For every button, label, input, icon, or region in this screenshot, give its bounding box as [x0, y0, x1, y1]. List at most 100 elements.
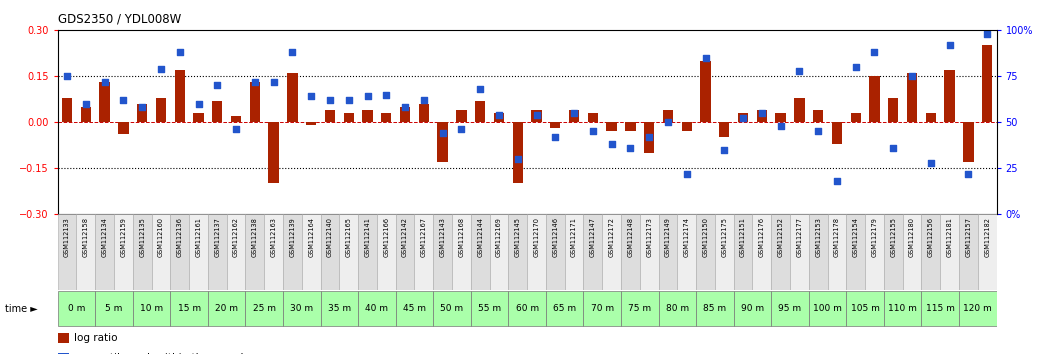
FancyBboxPatch shape — [358, 291, 395, 326]
Bar — [794, 98, 805, 122]
Text: log ratio: log ratio — [74, 333, 117, 343]
Text: GDS2350 / YDL008W: GDS2350 / YDL008W — [58, 12, 180, 25]
Text: 10 m: 10 m — [140, 304, 164, 313]
Text: GSM112173: GSM112173 — [646, 217, 652, 257]
Point — [359, 93, 376, 99]
Point — [303, 93, 320, 99]
Bar — [720, 122, 729, 137]
Point — [584, 129, 601, 134]
Point — [434, 130, 451, 136]
FancyBboxPatch shape — [245, 291, 283, 326]
FancyBboxPatch shape — [697, 291, 733, 326]
Text: 20 m: 20 m — [215, 304, 238, 313]
Point — [829, 178, 845, 184]
Text: GSM112158: GSM112158 — [83, 217, 89, 257]
FancyBboxPatch shape — [58, 214, 77, 290]
Point — [78, 101, 94, 107]
FancyBboxPatch shape — [959, 291, 997, 326]
FancyBboxPatch shape — [902, 214, 921, 290]
FancyBboxPatch shape — [395, 214, 414, 290]
Bar — [381, 113, 391, 122]
FancyBboxPatch shape — [865, 214, 884, 290]
Text: 5 m: 5 m — [105, 304, 123, 313]
Text: GSM112180: GSM112180 — [909, 217, 915, 257]
Bar — [456, 110, 467, 122]
Text: GSM112153: GSM112153 — [815, 217, 821, 257]
Bar — [269, 122, 279, 183]
Point — [698, 55, 714, 61]
Bar — [701, 61, 710, 122]
FancyBboxPatch shape — [790, 214, 809, 290]
Point — [152, 66, 169, 72]
FancyBboxPatch shape — [583, 291, 621, 326]
Text: GSM112166: GSM112166 — [383, 217, 389, 257]
Text: 45 m: 45 m — [403, 304, 426, 313]
FancyBboxPatch shape — [133, 291, 170, 326]
FancyBboxPatch shape — [809, 214, 828, 290]
FancyBboxPatch shape — [545, 214, 564, 290]
Text: percentile rank within the sample: percentile rank within the sample — [74, 353, 251, 354]
FancyBboxPatch shape — [847, 214, 865, 290]
Text: GSM112147: GSM112147 — [590, 217, 596, 257]
FancyBboxPatch shape — [733, 214, 752, 290]
Point — [565, 110, 582, 116]
Point — [660, 119, 677, 125]
Text: 85 m: 85 m — [703, 304, 727, 313]
Text: 25 m: 25 m — [253, 304, 276, 313]
Bar — [982, 45, 992, 122]
FancyBboxPatch shape — [58, 291, 95, 326]
Bar — [119, 122, 129, 135]
FancyBboxPatch shape — [321, 291, 358, 326]
FancyBboxPatch shape — [809, 291, 847, 326]
Text: 40 m: 40 m — [365, 304, 388, 313]
Text: GSM112136: GSM112136 — [176, 217, 183, 257]
Text: GSM112142: GSM112142 — [402, 217, 408, 257]
FancyBboxPatch shape — [697, 214, 714, 290]
FancyBboxPatch shape — [621, 291, 659, 326]
FancyBboxPatch shape — [940, 214, 959, 290]
Text: GSM112176: GSM112176 — [758, 217, 765, 257]
FancyBboxPatch shape — [978, 214, 997, 290]
Text: GSM112159: GSM112159 — [121, 217, 127, 257]
Bar — [889, 98, 898, 122]
Bar — [174, 70, 185, 122]
Text: GSM112149: GSM112149 — [665, 217, 671, 257]
Bar — [513, 122, 522, 183]
FancyBboxPatch shape — [640, 214, 659, 290]
FancyBboxPatch shape — [490, 214, 509, 290]
Text: GSM112167: GSM112167 — [421, 217, 427, 257]
FancyBboxPatch shape — [208, 214, 227, 290]
Point — [59, 73, 76, 79]
FancyBboxPatch shape — [678, 214, 697, 290]
Point — [885, 145, 902, 151]
Text: 50 m: 50 m — [441, 304, 464, 313]
Point — [622, 145, 639, 151]
Bar — [231, 116, 241, 122]
Text: GSM112152: GSM112152 — [777, 217, 784, 257]
Text: GSM112163: GSM112163 — [271, 217, 277, 257]
FancyBboxPatch shape — [828, 214, 847, 290]
Text: GSM112134: GSM112134 — [102, 217, 108, 257]
Text: GSM112171: GSM112171 — [571, 217, 577, 257]
FancyBboxPatch shape — [545, 291, 583, 326]
FancyBboxPatch shape — [659, 291, 697, 326]
Point — [791, 68, 808, 73]
Bar — [325, 110, 335, 122]
Bar — [606, 122, 617, 131]
Point — [941, 42, 958, 48]
Point — [190, 101, 207, 107]
Text: GSM112161: GSM112161 — [195, 217, 201, 257]
FancyBboxPatch shape — [433, 291, 471, 326]
Point — [491, 112, 508, 118]
FancyBboxPatch shape — [509, 214, 527, 290]
Point — [979, 31, 996, 36]
Bar — [925, 113, 936, 122]
FancyBboxPatch shape — [452, 214, 471, 290]
Text: GSM112151: GSM112151 — [740, 217, 746, 257]
Point — [641, 134, 658, 140]
Bar — [756, 110, 767, 122]
Text: GSM112172: GSM112172 — [608, 217, 615, 257]
Text: GSM112137: GSM112137 — [214, 217, 220, 257]
Point — [510, 156, 527, 162]
FancyBboxPatch shape — [395, 291, 433, 326]
